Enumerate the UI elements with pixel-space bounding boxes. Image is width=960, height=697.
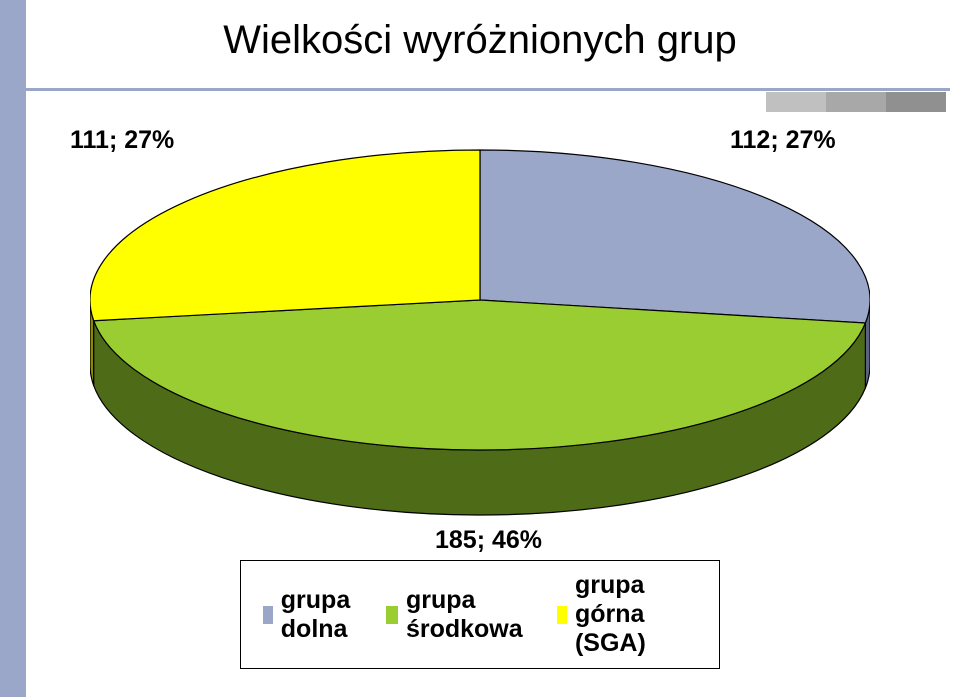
- chart-area: 111; 27% 112; 27% 185; 46%: [60, 120, 900, 560]
- legend-swatch-dolna: [263, 606, 273, 624]
- legend-swatch-gorna: [557, 606, 567, 624]
- legend-label-gorna: grupa górna (SGA): [575, 571, 697, 658]
- legend-swatch-srodkowa: [386, 606, 397, 624]
- title-underline: [10, 88, 950, 91]
- left-accent-bar: [0, 0, 26, 697]
- slide: Wielkości wyróżnionych grup 111; 27% 112…: [0, 0, 960, 697]
- accent-stripe: [766, 92, 946, 112]
- legend: grupa dolna grupa środkowa grupa górna (SG…: [240, 560, 720, 669]
- legend-item-gorna: grupa górna (SGA): [557, 571, 697, 658]
- accent-seg-1: [766, 92, 826, 112]
- chart-title: Wielkości wyróżnionych grup: [0, 18, 960, 63]
- datalabel-srodkowa: 185; 46%: [435, 526, 542, 555]
- pie-chart: 111; 27% 112; 27% 185; 46%: [90, 130, 870, 550]
- legend-item-dolna: grupa dolna: [263, 586, 358, 644]
- legend-label-dolna: grupa dolna: [281, 586, 359, 644]
- accent-seg-3: [886, 92, 946, 112]
- datalabel-dolna: 112; 27%: [730, 126, 836, 155]
- datalabel-gorna: 111; 27%: [70, 126, 174, 155]
- pie-svg: [90, 130, 870, 550]
- legend-label-srodkowa: grupa środkowa: [406, 586, 529, 644]
- accent-seg-2: [826, 92, 886, 112]
- legend-item-srodkowa: grupa środkowa: [386, 586, 529, 644]
